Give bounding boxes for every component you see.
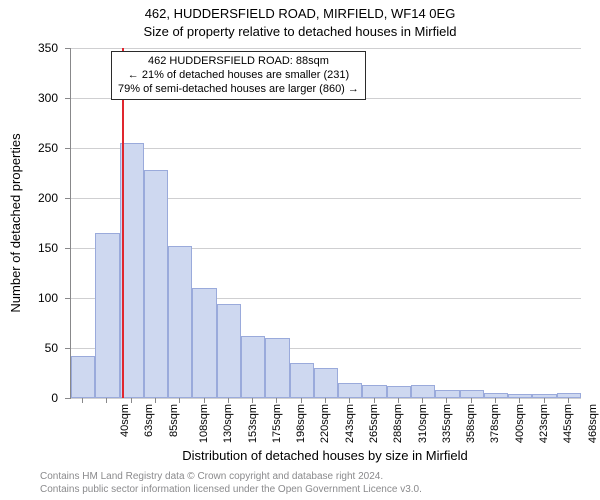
annotation-line: ← 21% of detached houses are smaller (23…: [118, 69, 359, 83]
histogram-bar: [192, 288, 216, 398]
y-tick: [65, 198, 71, 199]
y-tick-label: 250: [4, 141, 58, 155]
x-axis-labels: 40sqm63sqm85sqm108sqm130sqm153sqm175sqm1…: [70, 398, 580, 448]
y-tick-label: 200: [4, 191, 58, 205]
y-tick-label: 50: [4, 341, 58, 355]
footer-line2: Contains public sector information licen…: [40, 484, 422, 497]
annotation-line: 79% of semi-detached houses are larger (…: [118, 83, 359, 97]
x-tick: [374, 398, 375, 403]
histogram-bar: [314, 368, 338, 398]
histogram-bar: [338, 383, 362, 398]
histogram-bar: [168, 246, 192, 398]
histogram-bar: [144, 170, 168, 398]
histogram-bar: [411, 385, 435, 398]
y-tick: [65, 48, 71, 49]
x-tick: [252, 398, 253, 403]
histogram-bar: [241, 336, 265, 398]
x-tick: [495, 398, 496, 403]
y-tick-label: 100: [4, 291, 58, 305]
x-tick-label: 468sqm: [587, 404, 600, 443]
y-tick-label: 300: [4, 91, 58, 105]
x-tick: [131, 398, 132, 403]
footer-line1: Contains HM Land Registry data © Crown c…: [40, 471, 422, 484]
x-tick: [471, 398, 472, 403]
x-axis-title: Distribution of detached houses by size …: [70, 448, 580, 463]
histogram-bar: [71, 356, 95, 398]
y-tick: [65, 348, 71, 349]
y-tick: [65, 298, 71, 299]
x-tick: [204, 398, 205, 403]
histogram-bar: [362, 385, 386, 398]
x-tick: [325, 398, 326, 403]
annotation-line: 462 HUDDERSFIELD ROAD: 88sqm: [118, 55, 359, 69]
y-tick: [65, 148, 71, 149]
annotation-box: 462 HUDDERSFIELD ROAD: 88sqm← 21% of det…: [111, 51, 366, 100]
y-tick-label: 350: [4, 41, 58, 55]
histogram-bar: [217, 304, 241, 398]
chart-title-address: 462, HUDDERSFIELD ROAD, MIRFIELD, WF14 0…: [0, 6, 600, 21]
x-tick: [155, 398, 156, 403]
x-tick: [276, 398, 277, 403]
x-tick: [106, 398, 107, 403]
gridline: [71, 148, 581, 149]
y-axis-labels: 050100150200250300350: [0, 48, 64, 398]
x-tick: [519, 398, 520, 403]
x-tick: [179, 398, 180, 403]
histogram-bar: [290, 363, 314, 398]
chart-subtitle: Size of property relative to detached ho…: [0, 24, 600, 39]
histogram-bar: [460, 390, 484, 398]
x-tick: [228, 398, 229, 403]
histogram-bar: [435, 390, 459, 398]
x-tick: [568, 398, 569, 403]
x-tick: [398, 398, 399, 403]
x-tick: [349, 398, 350, 403]
histogram-bar: [387, 386, 411, 398]
x-tick: [82, 398, 83, 403]
y-tick: [65, 98, 71, 99]
footer-attribution: Contains HM Land Registry data © Crown c…: [40, 471, 422, 496]
plot-area: 462 HUDDERSFIELD ROAD: 88sqm← 21% of det…: [70, 48, 581, 399]
histogram-bar: [95, 233, 119, 398]
property-marker-line: [122, 48, 124, 398]
y-tick-label: 150: [4, 241, 58, 255]
x-tick: [544, 398, 545, 403]
x-tick: [422, 398, 423, 403]
gridline: [71, 48, 581, 49]
x-tick: [446, 398, 447, 403]
y-tick-label: 0: [4, 391, 58, 405]
y-tick: [65, 248, 71, 249]
histogram-bar: [265, 338, 289, 398]
x-tick: [301, 398, 302, 403]
